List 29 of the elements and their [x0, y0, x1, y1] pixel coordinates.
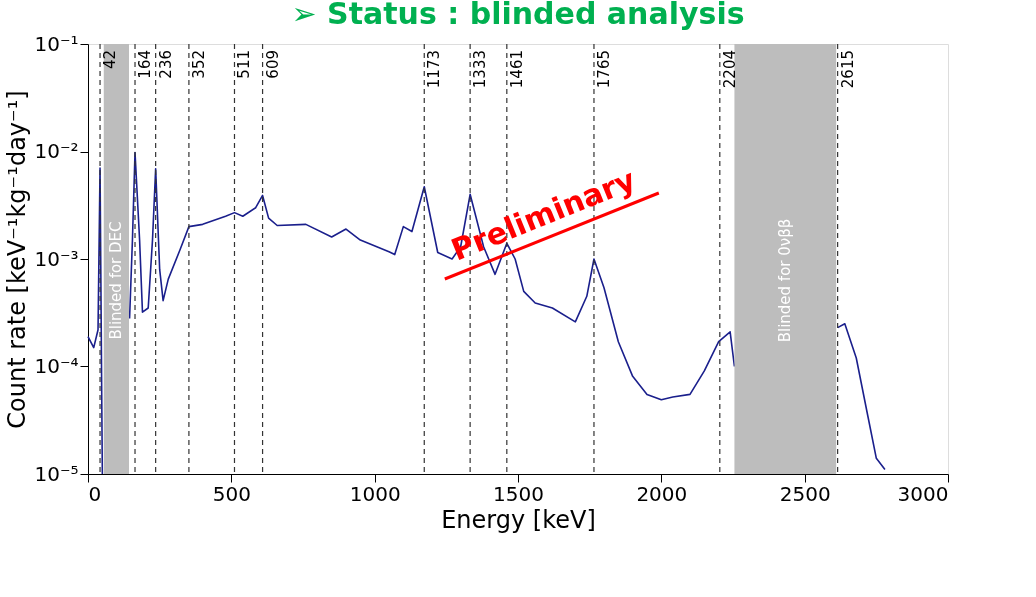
- ref-line-label: 164: [136, 50, 155, 79]
- ref-line-label: 42: [101, 50, 120, 70]
- y-tick-label: 10⁻³: [34, 246, 79, 271]
- x-axis-title: Energy [keV]: [441, 505, 596, 534]
- y-tick-label: 10⁻¹: [34, 31, 79, 56]
- band-label: Blinded for 0νββ: [776, 218, 795, 343]
- ref-line-label: 2204: [720, 50, 739, 89]
- ref-line-label: 609: [263, 50, 282, 79]
- ref-line-label: 236: [156, 50, 175, 79]
- ref-line-label: 511: [235, 50, 254, 79]
- y-tick-label: 10⁻⁵: [34, 461, 79, 486]
- x-tick-label: 2000: [636, 481, 688, 506]
- x-tick-label: 1500: [493, 481, 544, 506]
- x-tick-label: 2500: [779, 481, 831, 506]
- ref-line-label: 1333: [471, 50, 490, 89]
- x-tick-label: 1000: [349, 481, 401, 506]
- ref-line-label: 352: [189, 50, 208, 79]
- ref-line-label: 1173: [425, 50, 444, 89]
- y-tick-label: 10⁻⁴: [34, 354, 79, 378]
- x-tick-label: 500: [212, 481, 251, 506]
- x-tick-label: 3000: [897, 481, 949, 506]
- ref-line-label: 1461: [507, 50, 526, 89]
- band-label: Blinded for DEC: [107, 221, 126, 340]
- ref-line-label: 2615: [838, 50, 857, 89]
- ref-line-label: 1765: [594, 50, 613, 89]
- x-tick-label: 0: [88, 481, 102, 506]
- chart-title: ➢ Status : blinded analysis: [291, 0, 745, 31]
- y-tick-label: 10⁻²: [34, 139, 79, 163]
- y-axis-title: Count rate [keV⁻¹kg⁻¹day⁻¹]: [3, 90, 32, 429]
